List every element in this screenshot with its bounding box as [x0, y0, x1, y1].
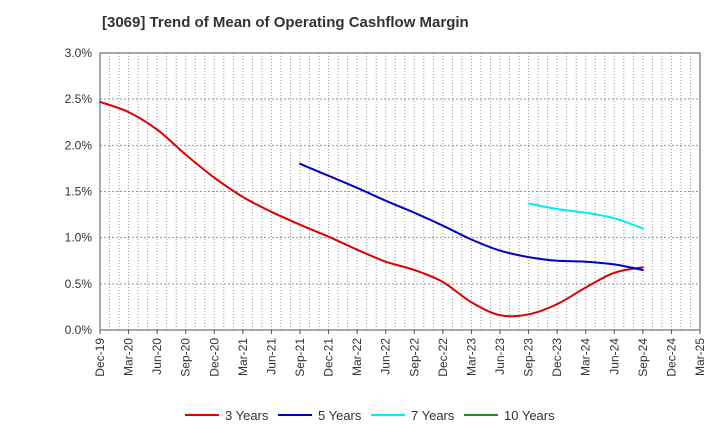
x-tick-label: Sep-20: [179, 338, 193, 377]
y-tick-label: 3.0%: [65, 46, 93, 60]
y-axis-ticks: 0.0% 0.5% 1.0% 1.5% 2.0% 2.5% 3.0%: [65, 46, 93, 337]
x-tick-label: Mar-21: [236, 338, 250, 376]
x-tick-label: Mar-20: [122, 338, 136, 376]
legend-item-7-years: 7 Years: [371, 408, 455, 423]
x-axis-ticks: Dec-19 Mar-20 Jun-20 Sep-20 Dec-20 Mar-21 Jun-…: [93, 338, 707, 377]
legend-item-3-years: 3 Years: [185, 408, 269, 423]
legend-label: 5 Years: [318, 408, 362, 423]
y-tick-label: 2.0%: [65, 138, 93, 152]
chart-title: [3069] Trend of Mean of Operating Cashfl…: [102, 14, 469, 31]
x-tick-label: Jun-22: [379, 338, 393, 375]
axes: [99, 52, 701, 334]
y-tick-label: 1.5%: [65, 185, 93, 199]
legend-label: 7 Years: [411, 408, 455, 423]
x-tick-label: Dec-21: [322, 338, 336, 377]
y-tick-label: 0.0%: [65, 323, 93, 337]
x-tick-label: Jun-20: [150, 338, 164, 375]
plot-frame: [99, 52, 701, 331]
x-tick-label: Jun-24: [607, 338, 621, 375]
x-tick-label: Sep-21: [293, 338, 307, 377]
x-tick-label: Mar-25: [693, 338, 707, 376]
series-line-5-years: [299, 162, 644, 271]
y-tick-label: 1.0%: [65, 231, 93, 245]
x-tick-label: Mar-24: [579, 338, 593, 376]
legend-item-5-years: 5 Years: [278, 408, 362, 423]
x-tick-label: Dec-19: [93, 338, 107, 377]
x-tick-label: Dec-24: [664, 338, 678, 377]
x-tick-label: Sep-24: [636, 338, 650, 377]
x-tick-label: Jun-23: [493, 338, 507, 375]
x-tick-label: Sep-23: [522, 338, 536, 377]
series-line-7-years: [527, 202, 644, 230]
x-tick-label: Mar-22: [350, 338, 364, 376]
x-tick-label: Dec-22: [436, 338, 450, 377]
x-tick-label: Dec-23: [550, 338, 564, 377]
series-line-3-years: [99, 100, 644, 318]
x-tick-label: Mar-23: [464, 338, 478, 376]
y-tick-label: 0.5%: [65, 277, 93, 291]
grid-lines: [100, 53, 700, 330]
legend-label: 10 Years: [504, 408, 555, 423]
x-tick-label: Jun-21: [264, 338, 278, 375]
x-tick-label: Dec-20: [207, 338, 221, 377]
legend: 3 Years 5 Years 7 Years 10 Years: [185, 408, 555, 423]
series-lines: [99, 100, 644, 318]
legend-item-10-years: 10 Years: [464, 408, 555, 423]
legend-label: 3 Years: [225, 408, 269, 423]
x-tick-label: Sep-22: [407, 338, 421, 377]
y-tick-label: 2.5%: [65, 92, 93, 106]
